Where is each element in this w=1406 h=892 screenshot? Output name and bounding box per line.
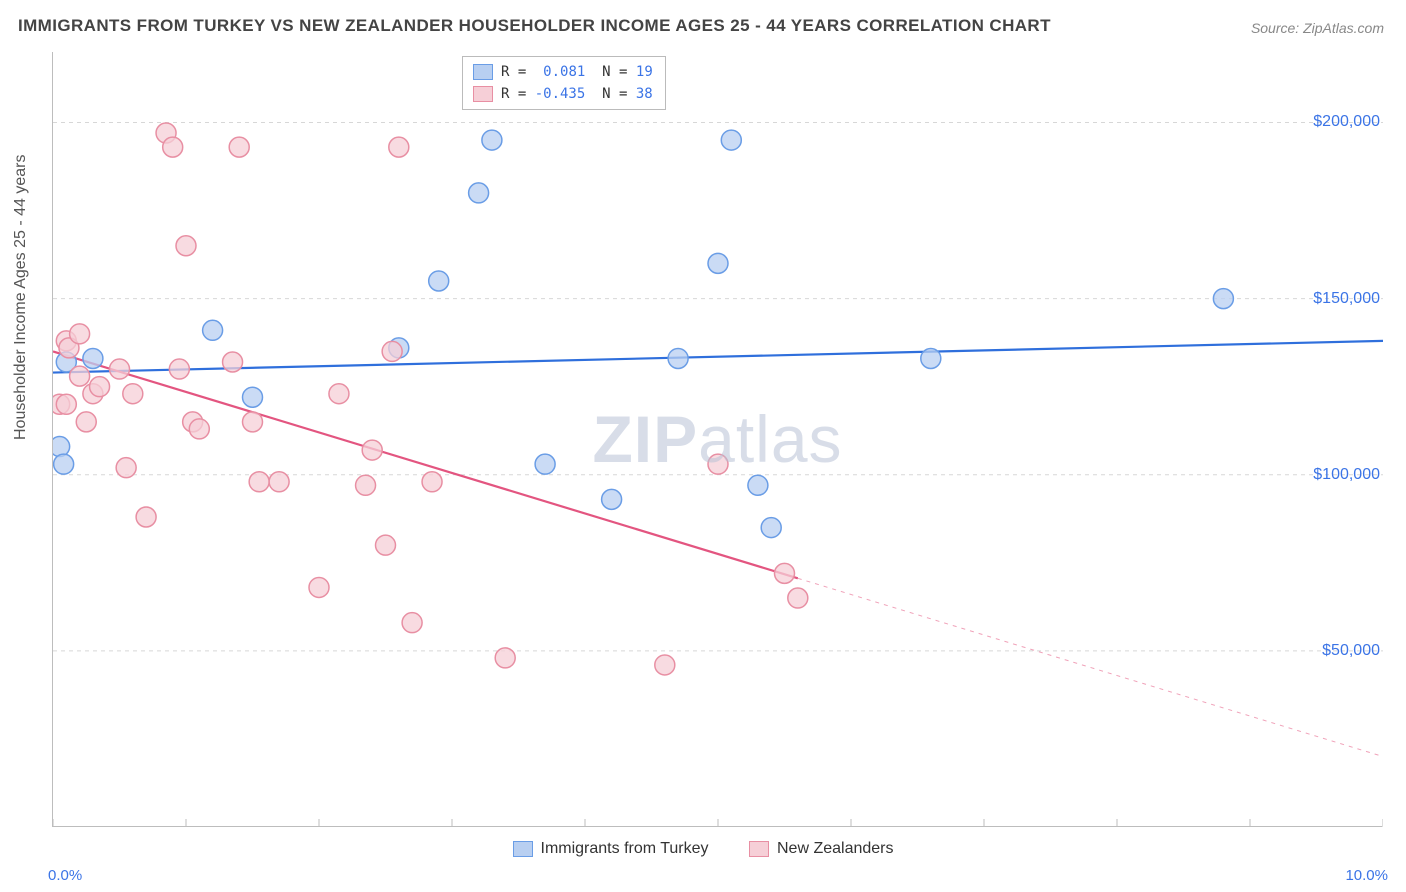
- stat-r-value: -0.435: [535, 86, 586, 102]
- plot-area: ZIPatlas: [52, 52, 1382, 827]
- series-legend: Immigrants from Turkey New Zealanders: [0, 840, 1406, 862]
- y-tick-label: $100,000: [1313, 466, 1380, 484]
- series-swatch-icon: [749, 841, 769, 857]
- legend-item: Immigrants from Turkey: [513, 840, 709, 858]
- source-attribution: Source: ZipAtlas.com: [1251, 20, 1384, 36]
- legend-label: Immigrants from Turkey: [541, 840, 709, 858]
- legend-item: New Zealanders: [749, 840, 894, 858]
- x-axis-min-label: 0.0%: [48, 867, 82, 884]
- stat-r-label: R = -0.435 N = 38: [501, 86, 653, 102]
- stat-n-value: 19: [636, 64, 653, 80]
- correlation-legend: R = 0.081 N = 19 R = -0.435 N = 38: [462, 56, 666, 110]
- legend-row: R = -0.435 N = 38: [473, 83, 653, 105]
- y-axis-label: Householder Income Ages 25 - 44 years: [12, 155, 30, 441]
- chart-container: IMMIGRANTS FROM TURKEY VS NEW ZEALANDER …: [0, 0, 1406, 892]
- legend-row: R = 0.081 N = 19: [473, 61, 653, 83]
- stat-r-label: R = 0.081 N = 19: [501, 64, 653, 80]
- chart-svg: [53, 52, 1383, 827]
- x-axis-max-label: 10.0%: [1345, 867, 1388, 884]
- series-swatch-icon: [473, 64, 493, 80]
- series-swatch-icon: [473, 86, 493, 102]
- stat-n-value: 38: [636, 86, 653, 102]
- y-tick-label: $50,000: [1322, 642, 1380, 660]
- chart-title: IMMIGRANTS FROM TURKEY VS NEW ZEALANDER …: [18, 16, 1051, 36]
- series-swatch-icon: [513, 841, 533, 857]
- y-tick-label: $200,000: [1313, 113, 1380, 131]
- y-tick-label: $150,000: [1313, 290, 1380, 308]
- legend-label: New Zealanders: [777, 840, 894, 858]
- stat-r-value: 0.081: [543, 64, 585, 80]
